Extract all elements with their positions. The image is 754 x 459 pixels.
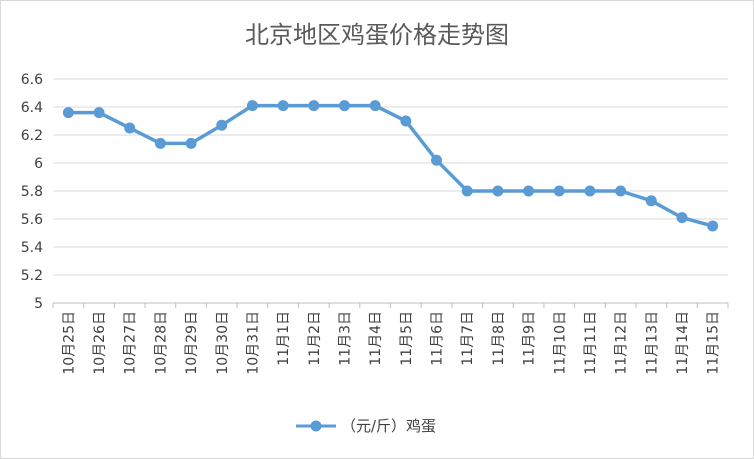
legend-label: （元/斤）鸡蛋 <box>341 417 436 435</box>
y-axis-tick-labels: 5 5.2 5.4 5.6 5.8 6 6.2 6.4 6.6 <box>21 72 43 312</box>
y-tick-label: 5.6 <box>21 212 43 228</box>
data-point <box>523 185 535 197</box>
x-tick-label: 11月4日 <box>368 311 384 366</box>
data-point <box>124 122 136 134</box>
data-point <box>277 100 289 112</box>
series-layer <box>62 100 719 232</box>
legend: （元/斤）鸡蛋 <box>296 417 436 435</box>
data-point <box>62 107 74 119</box>
x-tick-label: 10月28日 <box>153 311 169 375</box>
y-tick-label: 5.4 <box>21 240 43 256</box>
x-tick-label: 11月9日 <box>522 311 538 366</box>
data-point <box>645 195 657 207</box>
series-line <box>66 103 715 228</box>
x-tick-label: 10月29日 <box>184 311 200 375</box>
x-tick-label: 10月31日 <box>245 311 261 375</box>
x-tick-label: 11月14日 <box>675 311 691 375</box>
data-point <box>584 185 596 197</box>
x-tick-label: 10月26日 <box>92 311 108 375</box>
gridlines <box>53 78 728 276</box>
x-tick-label: 11月8日 <box>491 311 507 366</box>
data-point <box>707 220 719 232</box>
data-point <box>676 212 688 224</box>
y-tick-label: 6.2 <box>21 128 43 144</box>
x-tick-label: 11月12日 <box>614 311 630 375</box>
y-tick-label: 5.2 <box>21 268 43 284</box>
x-tick-label: 10月27日 <box>123 311 139 375</box>
x-tick-label: 11月7日 <box>460 311 476 366</box>
data-point <box>185 137 197 149</box>
data-point <box>615 185 627 197</box>
x-tick-label: 11月11日 <box>583 311 599 375</box>
x-tick-label: 11月3日 <box>337 311 353 366</box>
data-point <box>308 100 320 112</box>
x-tick-label: 10月25日 <box>61 311 77 375</box>
y-tick-label: 5.8 <box>21 184 43 200</box>
x-axis <box>52 302 729 308</box>
y-tick-label: 5 <box>34 296 43 312</box>
x-tick-label: 11月5日 <box>399 311 415 366</box>
x-axis-tick-labels: 10月25日 10月26日 10月27日 10月28日 10月29日 10月30日 10月3… <box>61 311 721 375</box>
data-point <box>154 137 166 149</box>
y-tick-label: 6.4 <box>21 100 43 116</box>
chart-title: 北京地区鸡蛋价格走势图 <box>245 21 509 49</box>
data-point <box>461 185 473 197</box>
x-tick-label: 11月10日 <box>552 311 568 375</box>
data-point <box>246 100 258 112</box>
x-tick-label: 11月2日 <box>307 311 323 366</box>
y-tick-label: 6 <box>34 156 43 172</box>
data-point <box>369 100 381 112</box>
legend-marker-swatch <box>310 420 322 432</box>
x-tick-label: 11月1日 <box>276 311 292 366</box>
x-tick-label: 11月15日 <box>706 311 722 375</box>
data-point <box>216 119 228 131</box>
data-point <box>553 185 565 197</box>
data-point <box>338 100 350 112</box>
data-point <box>492 185 504 197</box>
data-point <box>93 107 105 119</box>
y-tick-label: 6.6 <box>21 72 43 88</box>
data-point <box>400 115 412 127</box>
x-tick-label: 10月30日 <box>215 311 231 375</box>
x-tick-label: 11月6日 <box>430 311 446 366</box>
data-point <box>431 154 443 166</box>
x-tick-label: 11月13日 <box>644 311 660 375</box>
